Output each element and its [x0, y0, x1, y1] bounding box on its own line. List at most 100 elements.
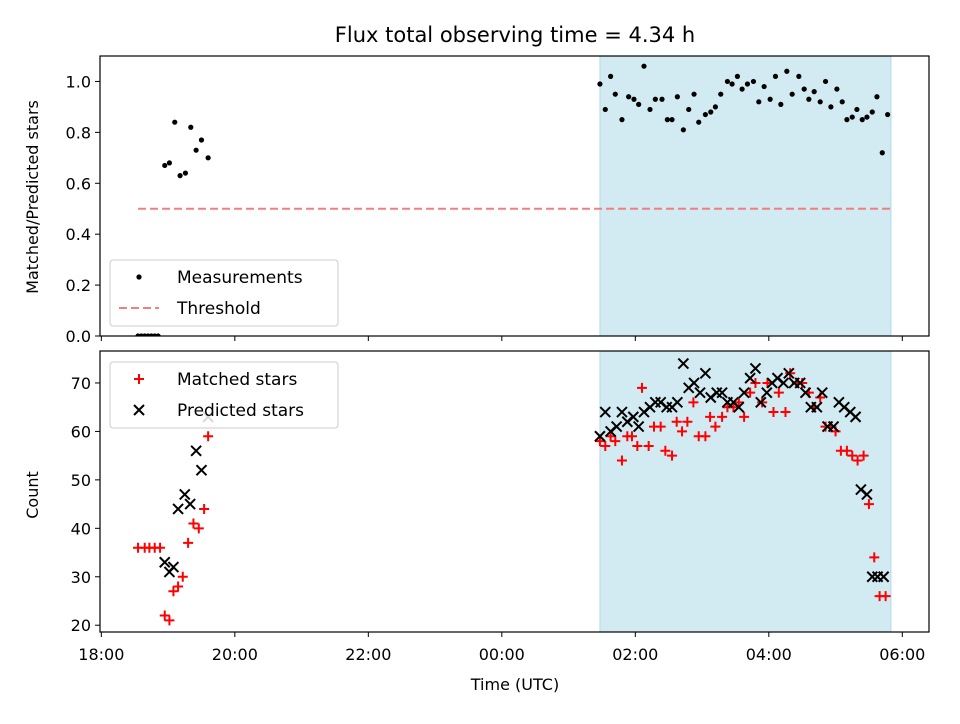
predicted-star-point — [159, 556, 171, 568]
measurement-point — [864, 114, 870, 120]
measurement-point — [198, 137, 205, 143]
bottom-axes-frame — [99, 350, 930, 633]
predicted-star-point — [599, 406, 611, 418]
matched-star-point — [626, 431, 637, 442]
measurement-point — [767, 96, 773, 102]
predicted-star-point — [594, 430, 606, 442]
bottom-y-tick-label: 60 — [71, 422, 91, 441]
predicted-star-point — [190, 445, 202, 457]
predicted-star-point — [195, 464, 208, 476]
matched-star-point — [600, 440, 611, 451]
predicted-star-point — [694, 386, 706, 399]
measurement-point — [636, 101, 642, 107]
measurement-point — [839, 99, 845, 105]
measurement-point — [177, 173, 183, 179]
x-tick-label: 22:00 — [345, 645, 391, 664]
predicted-star-point — [783, 367, 795, 379]
predicted-star-point — [610, 420, 623, 433]
top-observing-window — [599, 55, 892, 337]
predicted-star-point — [184, 498, 196, 510]
measurement-point — [659, 96, 665, 102]
matched-star-point — [616, 455, 627, 466]
matched-star-point — [745, 387, 756, 398]
top-panel: 0.0 0.2 0.4 0.6 0.8 1.0 Measurements Threshold — [66, 55, 930, 346]
measurement-point — [806, 96, 812, 102]
measurement-point — [879, 150, 885, 156]
matched-star-point — [700, 431, 711, 442]
measurement-point — [612, 91, 618, 97]
legend-marker-predicted — [133, 404, 145, 416]
measurement-point — [647, 106, 653, 113]
measurement-point — [885, 111, 891, 118]
measurement-point — [718, 91, 724, 97]
measurement-point — [664, 117, 670, 123]
x-tick-label: 00:00 — [479, 645, 525, 664]
matched-star-point — [610, 436, 621, 447]
measurement-point — [193, 147, 199, 153]
matched-star-point — [636, 382, 647, 393]
measurement-point — [702, 111, 708, 118]
predicted-star-point — [877, 571, 890, 583]
top-axes-frame — [99, 55, 930, 337]
predicted-star-point — [827, 420, 840, 433]
measurement-point — [724, 78, 731, 85]
matched-star-point — [733, 397, 744, 408]
measurement-point — [680, 127, 686, 133]
top-y-tick-label: 0.0 — [66, 327, 91, 346]
legend-marker-matched — [134, 374, 144, 384]
predicted-star-point — [755, 396, 767, 409]
measurement-point — [172, 119, 178, 125]
bottom-y-tick-label: 50 — [71, 471, 91, 490]
x-tick-label: 02:00 — [612, 645, 658, 664]
matched-star-point — [728, 402, 739, 413]
legend-label: Measurements — [177, 268, 303, 288]
bottom-y-axis-label: Count — [23, 471, 42, 519]
measurement-point — [756, 99, 762, 105]
predicted-star-point — [761, 386, 773, 399]
predicted-star-point — [627, 411, 640, 423]
measurement-point — [750, 78, 757, 85]
matched-star-point — [193, 523, 204, 534]
measurement-point — [597, 81, 603, 87]
matched-star-point — [682, 416, 693, 427]
matched-star-point — [177, 571, 188, 582]
bottom-y-tick-label: 70 — [71, 374, 91, 393]
measurement-point — [811, 89, 817, 95]
predicted-star-point — [677, 357, 690, 370]
predicted-star-point — [172, 503, 184, 515]
bottom-legend: Matched stars Predicted stars — [109, 361, 339, 429]
legend-marker-measurements — [136, 274, 142, 280]
matched-star-point — [705, 411, 716, 422]
measurement-point — [834, 86, 840, 92]
matched-star-point — [667, 450, 678, 461]
measurement-point — [626, 94, 632, 100]
measurement-point — [817, 99, 823, 105]
measurement-point — [652, 96, 658, 102]
predicted-star-point — [849, 411, 862, 423]
measurement-point — [708, 109, 714, 115]
measurement-point — [619, 117, 625, 123]
measurement-point — [854, 106, 860, 113]
measurement-point — [669, 117, 675, 123]
bottom-legend-box — [109, 361, 339, 429]
measurement-point — [761, 83, 767, 90]
matched-star-point — [173, 581, 184, 592]
measurement-point — [631, 96, 637, 102]
measurement-point — [849, 114, 855, 120]
measurement-point — [182, 170, 189, 176]
matched-star-point — [159, 610, 170, 621]
measurement-point — [608, 73, 614, 79]
measurement-point — [729, 81, 735, 87]
predicted-star-point — [811, 401, 823, 413]
predicted-star-point — [733, 401, 745, 413]
measurement-point — [205, 155, 211, 161]
measurement-point — [869, 109, 875, 115]
measurement-point — [789, 91, 795, 97]
measurement-point — [772, 73, 779, 79]
measurement-point — [801, 86, 807, 92]
measurement-point — [822, 78, 829, 85]
measurement-point — [674, 94, 680, 100]
measurement-point — [828, 104, 834, 110]
measurement-point — [784, 68, 790, 74]
